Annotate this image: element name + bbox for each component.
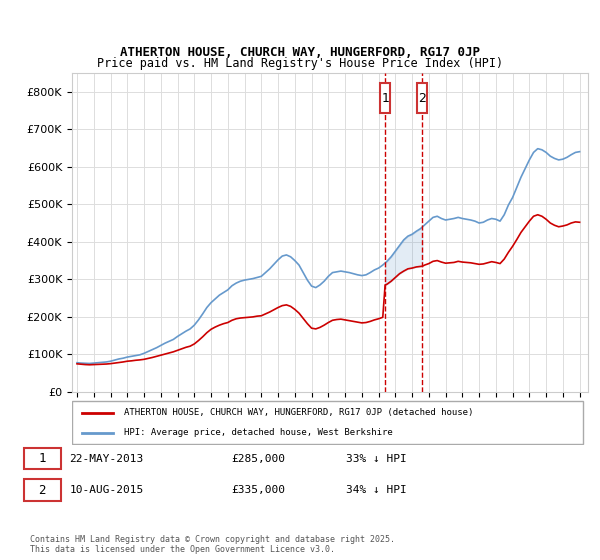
Text: 2: 2 bbox=[418, 92, 426, 105]
FancyBboxPatch shape bbox=[23, 448, 61, 469]
FancyBboxPatch shape bbox=[417, 83, 427, 114]
Text: 1: 1 bbox=[38, 452, 46, 465]
Text: ATHERTON HOUSE, CHURCH WAY, HUNGERFORD, RG17 0JP (detached house): ATHERTON HOUSE, CHURCH WAY, HUNGERFORD, … bbox=[124, 408, 473, 417]
Text: 22-MAY-2013: 22-MAY-2013 bbox=[70, 454, 144, 464]
Text: ATHERTON HOUSE, CHURCH WAY, HUNGERFORD, RG17 0JP: ATHERTON HOUSE, CHURCH WAY, HUNGERFORD, … bbox=[120, 46, 480, 59]
Text: 34% ↓ HPI: 34% ↓ HPI bbox=[346, 485, 407, 495]
Text: £285,000: £285,000 bbox=[231, 454, 285, 464]
Text: £335,000: £335,000 bbox=[231, 485, 285, 495]
Text: 2: 2 bbox=[38, 484, 46, 497]
Text: 10-AUG-2015: 10-AUG-2015 bbox=[70, 485, 144, 495]
Text: HPI: Average price, detached house, West Berkshire: HPI: Average price, detached house, West… bbox=[124, 428, 392, 437]
Text: Price paid vs. HM Land Registry's House Price Index (HPI): Price paid vs. HM Land Registry's House … bbox=[97, 57, 503, 70]
Text: 33% ↓ HPI: 33% ↓ HPI bbox=[346, 454, 407, 464]
FancyBboxPatch shape bbox=[72, 402, 583, 444]
FancyBboxPatch shape bbox=[23, 479, 61, 501]
Text: Contains HM Land Registry data © Crown copyright and database right 2025.
This d: Contains HM Land Registry data © Crown c… bbox=[30, 535, 395, 554]
Text: 1: 1 bbox=[381, 92, 389, 105]
FancyBboxPatch shape bbox=[380, 83, 390, 114]
